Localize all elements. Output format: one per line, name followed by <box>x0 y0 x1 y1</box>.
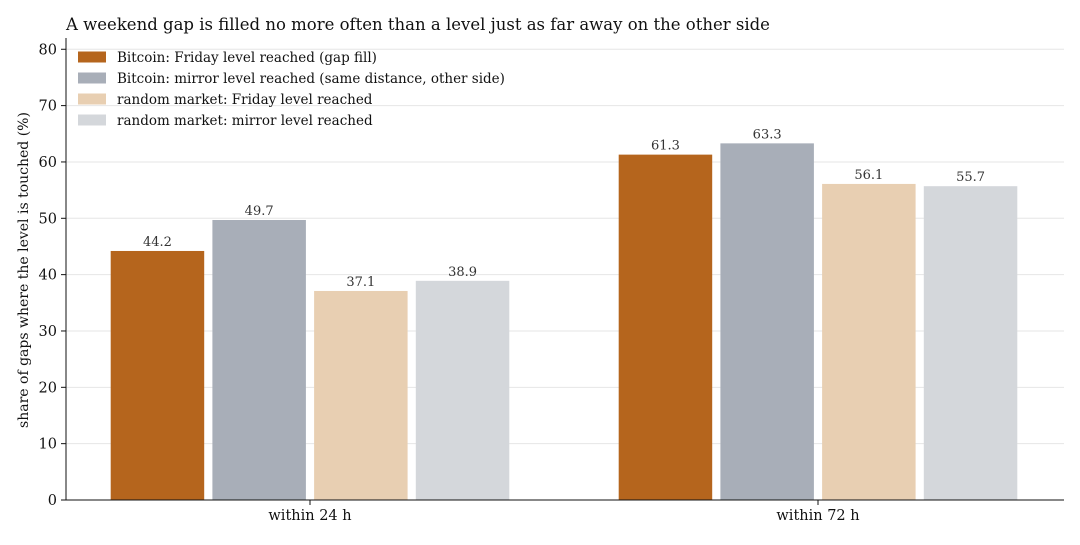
bar-value-label: 63.3 <box>753 127 782 142</box>
y-axis-label: share of gaps where the level is touched… <box>16 112 32 428</box>
y-tick-label: 50 <box>39 211 57 227</box>
legend-label: random market: mirror level reached <box>117 113 373 129</box>
bar <box>720 143 814 501</box>
chart-title: A weekend gap is filled no more often th… <box>65 15 770 34</box>
bar-value-label: 55.7 <box>956 170 985 185</box>
bar <box>923 186 1018 501</box>
y-tick-label: 20 <box>39 380 57 396</box>
y-tick-label: 60 <box>39 155 57 171</box>
value-labels: 44.2 49.7 37.1 38.9 61.3 63.3 56.1 55.7 <box>143 127 985 290</box>
x-tick-label: within 72 h <box>776 508 859 524</box>
legend-swatch <box>78 114 106 126</box>
legend-swatch <box>78 51 106 63</box>
bar <box>822 183 916 501</box>
bar <box>314 290 408 500</box>
bars <box>110 143 1018 501</box>
bar-value-label: 61.3 <box>651 139 680 154</box>
legend-label: Bitcoin: Friday level reached (gap fill) <box>117 50 377 66</box>
y-tick-label: 70 <box>39 99 57 115</box>
legend-swatch <box>78 72 106 84</box>
legend-label: random market: Friday level reached <box>117 92 373 108</box>
bar <box>212 219 306 501</box>
y-tick-label: 0 <box>48 493 57 509</box>
axes: 0 10 20 30 40 50 60 70 80 within 24 h within 72 h <box>39 38 1064 524</box>
legend-swatch <box>78 93 106 105</box>
y-tick-label: 30 <box>39 324 57 340</box>
bar <box>618 154 713 500</box>
bar <box>110 250 205 500</box>
bar-value-label: 37.1 <box>346 275 375 290</box>
bar-value-label: 56.1 <box>854 168 883 183</box>
legend-label: Bitcoin: mirror level reached (same dist… <box>117 71 505 87</box>
bar-value-label: 49.7 <box>245 204 274 219</box>
legend: Bitcoin: Friday level reached (gap fill)… <box>78 50 505 129</box>
bar <box>415 280 510 500</box>
y-tick-label: 80 <box>39 42 57 58</box>
y-tick-label: 40 <box>39 268 57 284</box>
bar-value-label: 38.9 <box>448 265 477 280</box>
y-tick-label: 10 <box>39 437 57 453</box>
bar-value-label: 44.2 <box>143 235 172 250</box>
x-tick-label: within 24 h <box>268 508 351 524</box>
